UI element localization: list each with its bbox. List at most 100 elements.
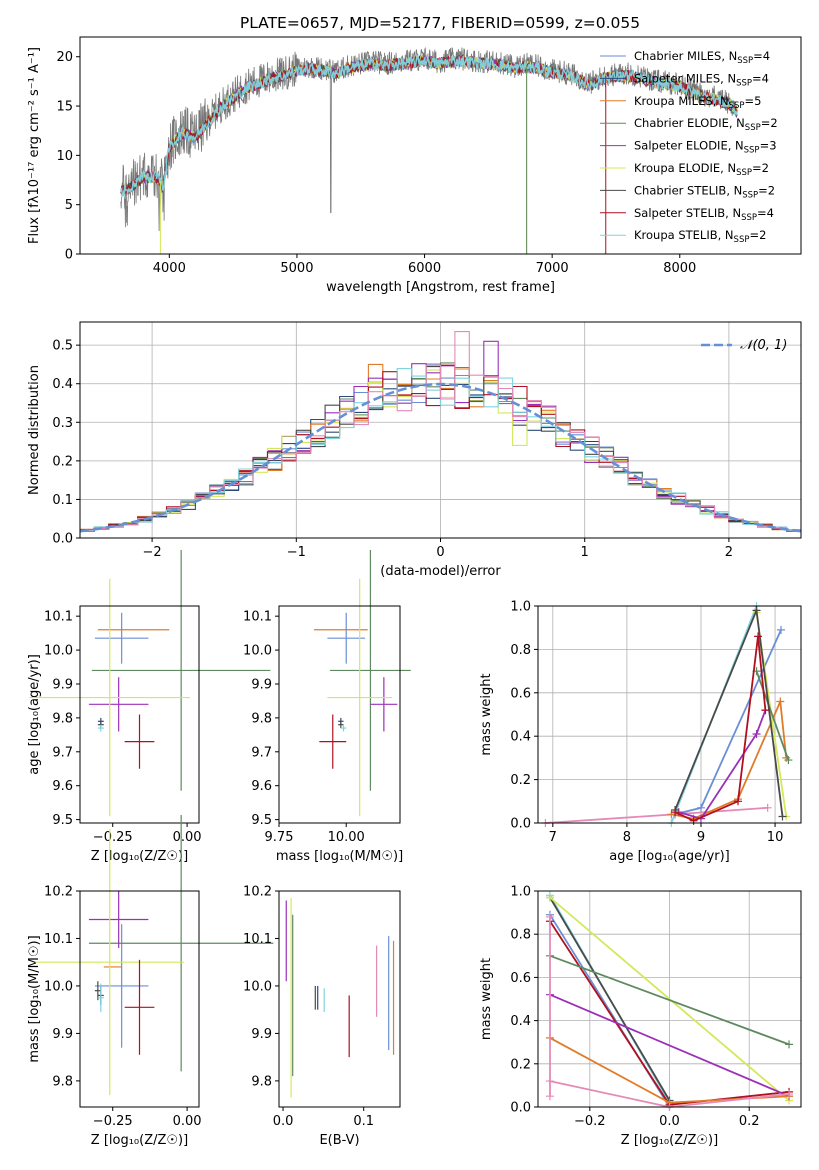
weight-line [671, 697, 788, 820]
legend-label: Kroupa MILES, NSSP=5 [634, 94, 761, 111]
y-tick-label: 9.9 [52, 1027, 73, 1042]
weight-line [674, 606, 784, 817]
x-axis-label: mass [log₁₀(M/M☉)] [276, 849, 403, 864]
spectrum-plot-area [120, 46, 738, 254]
y-tick-label: 9.9 [251, 1027, 272, 1042]
y-tick-label: 20 [56, 50, 73, 65]
y-tick-label: 10.1 [44, 932, 73, 947]
axes-frame [537, 605, 802, 824]
legend-subscript: SSP [737, 56, 753, 66]
residuals-plot-area [80, 331, 801, 533]
weight-marker [752, 730, 761, 739]
axes-frame [79, 321, 802, 539]
weight-marker [778, 812, 787, 821]
z-weight-panel: −0.2 0.0 0.2 0.0 0.2 0.4 0.6 0.8 1.0 Z [log₁₀(Z/Z… [479, 885, 802, 1148]
y-tick-label: 0.5 [52, 339, 73, 354]
y-tick-label: 9.8 [52, 1074, 73, 1089]
weight-marker [545, 893, 554, 902]
error-bar [94, 981, 101, 1001]
x-tick-label: 8000 [663, 261, 696, 276]
residual-histogram [80, 331, 801, 531]
legend-count: =2 [749, 228, 766, 242]
y-tick-label: 0.4 [52, 377, 73, 392]
y-tick-label: 0.2 [510, 773, 531, 788]
x-tick-label: 10.00 [328, 830, 365, 845]
y-tick-label: 1.0 [510, 600, 531, 615]
legend-label: 𝒩(0, 1) [740, 338, 787, 353]
model-spectrum [120, 53, 738, 199]
legend-count: =4 [757, 206, 774, 220]
y-tick-label: 9.7 [52, 745, 73, 760]
error-bar [370, 677, 398, 732]
legend-label: Chabrier STELIB, NSSP=2 [634, 183, 775, 200]
x-tick-label: 6000 [408, 261, 441, 276]
weight-line [545, 806, 768, 824]
legend-subscript: SSP [734, 235, 750, 245]
legend-label: Chabrier MILES, NSSP=4 [634, 49, 770, 66]
weight-marker [784, 756, 793, 765]
y-axis-label: mass weight [479, 673, 494, 755]
y-tick-label: 9.9 [251, 677, 272, 692]
error-bar [88, 815, 274, 1072]
y-tick-label: 0 [65, 248, 73, 263]
y-tick-label: 9.5 [52, 813, 73, 828]
x-tick-label: 0.2 [739, 1114, 760, 1129]
y-tick-label: 0.6 [510, 971, 531, 986]
y-tick-label: 10.1 [243, 610, 272, 625]
y-tick-label: 10.0 [243, 644, 272, 659]
weight-line [674, 636, 767, 822]
y-tick-label: 0.2 [510, 1057, 531, 1072]
y-tick-label: 5 [65, 198, 73, 213]
legend-label: Salpeter STELIB, NSSP=4 [634, 206, 774, 223]
x-tick-label: 0.00 [173, 1114, 202, 1129]
y-tick-label: 0.0 [510, 817, 531, 832]
y-tick-label: 10.2 [44, 885, 73, 900]
error-bar [124, 959, 155, 1055]
error-bar [327, 612, 366, 664]
x-tick-label: −2 [143, 545, 162, 560]
legend-subscript: SSP [745, 123, 761, 133]
legend-label: Salpeter ELODIE, NSSP=3 [634, 139, 777, 156]
y-tick-label: 15 [56, 100, 73, 115]
y-tick-label: 0.4 [510, 1014, 531, 1029]
weight-line [678, 709, 767, 820]
y-tick-label: 0.8 [510, 643, 531, 658]
weight-line [755, 670, 790, 761]
y-tick-label: 9.5 [251, 813, 272, 828]
legend-count: =5 [744, 94, 761, 108]
axes-frame [79, 605, 200, 824]
y-tick-label: 1.0 [510, 885, 531, 900]
x-tick-label: 0.0 [273, 1114, 294, 1129]
weight-marker [754, 632, 763, 641]
x-axis-label: Z [log₁₀(Z/Z☉)] [91, 1133, 188, 1148]
axes-frame [79, 890, 200, 1108]
x-tick-label: −1 [287, 545, 306, 560]
mass-age-panel: 9.75 10.00 9.5 9.6 9.7 9.8 9.9 10.0 10.1 mass [lo… [243, 550, 411, 864]
legend-count: =4 [752, 71, 769, 85]
x-tick-label: 9 [697, 830, 705, 845]
error-bar [29, 578, 191, 817]
x-axis-label: E(B-V) [319, 1133, 359, 1148]
x-tick-label: 1 [581, 545, 589, 560]
y-tick-label: 10 [56, 149, 73, 164]
axes-frame [278, 605, 401, 824]
y-tick-label: 9.8 [52, 711, 73, 726]
error-bar [94, 612, 149, 664]
x-tick-label: 0.0 [659, 1114, 680, 1129]
weight-marker [776, 697, 785, 706]
x-tick-label: 4000 [153, 261, 186, 276]
age-weight-panel: 7 8 9 10 0.0 0.2 0.4 0.6 0.8 1.0 age [log₁₀(age/yr… [479, 600, 802, 864]
axes-frame [79, 36, 802, 255]
x-axis-label: age [log₁₀(age/yr)] [609, 849, 730, 864]
x-tick-label: 5000 [280, 261, 313, 276]
error-bar [88, 677, 149, 732]
legend-count: =4 [753, 49, 770, 63]
y-tick-label: 9.7 [251, 745, 272, 760]
y-tick-label: 10.0 [44, 979, 73, 994]
ebv-mass-panel: 0.0 0.1 9.8 9.9 10.0 10.1 10.2 E(B-V) [243, 885, 401, 1148]
legend-subscript: SSP [742, 190, 758, 200]
weight-line [674, 629, 782, 816]
error-bar [340, 724, 347, 732]
error-bar [330, 550, 411, 791]
error-bar [88, 891, 149, 948]
